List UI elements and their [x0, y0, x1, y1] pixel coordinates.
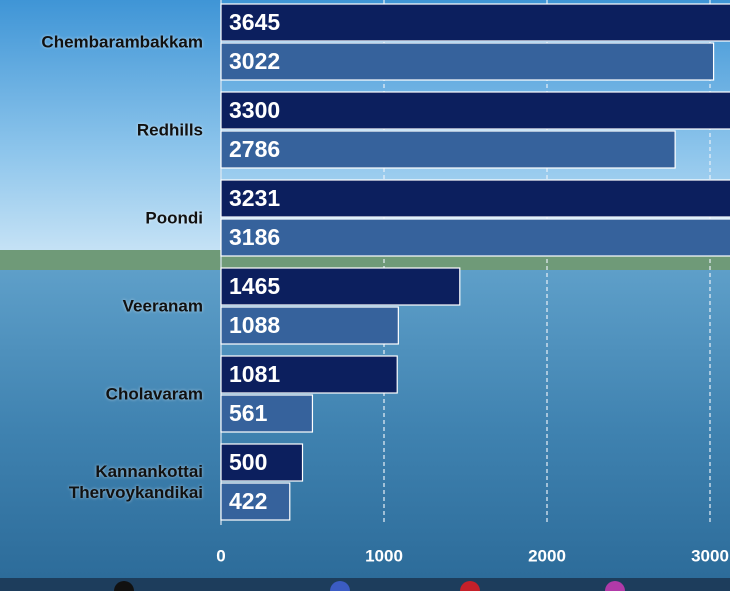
bar	[220, 355, 398, 394]
value-label: 3645	[229, 9, 280, 35]
bar	[220, 3, 730, 42]
bar	[220, 443, 304, 482]
category-label: Poondi	[145, 208, 203, 228]
category-label: Cholavaram	[105, 384, 203, 404]
footer-bar	[0, 578, 730, 591]
bar	[220, 91, 730, 130]
category-label: Kannankottai Thervoykandikai	[68, 462, 203, 502]
category-label: Veeranam	[122, 296, 203, 316]
x-tick-label: 2000	[528, 546, 566, 565]
icon	[605, 581, 625, 591]
icon	[330, 581, 350, 591]
bar	[220, 394, 314, 433]
bar	[220, 267, 461, 306]
icon	[460, 581, 480, 591]
value-label: 2786	[229, 136, 280, 162]
bar	[220, 42, 715, 81]
value-label: 1088	[229, 312, 280, 338]
value-label: 3022	[229, 48, 280, 74]
value-label: 561	[229, 400, 268, 426]
x-tick-label: 3000	[691, 546, 729, 565]
category-label: Chembarambakkam	[41, 32, 203, 52]
x-tick-label: 1000	[365, 546, 403, 565]
value-label: 3300	[229, 97, 280, 123]
icon	[114, 581, 134, 591]
value-label: 1465	[229, 273, 280, 299]
value-label: 422	[229, 488, 267, 514]
value-label: 3186	[229, 224, 280, 250]
x-tick-label: 0	[216, 546, 225, 565]
value-label: 500	[229, 449, 267, 475]
category-label: Redhills	[136, 120, 203, 140]
bar	[220, 218, 730, 257]
bar	[220, 306, 399, 345]
value-label: 1081	[229, 361, 280, 387]
bar	[220, 179, 730, 218]
bar	[220, 130, 676, 169]
value-label: 3231	[229, 185, 280, 211]
bar	[220, 482, 291, 521]
